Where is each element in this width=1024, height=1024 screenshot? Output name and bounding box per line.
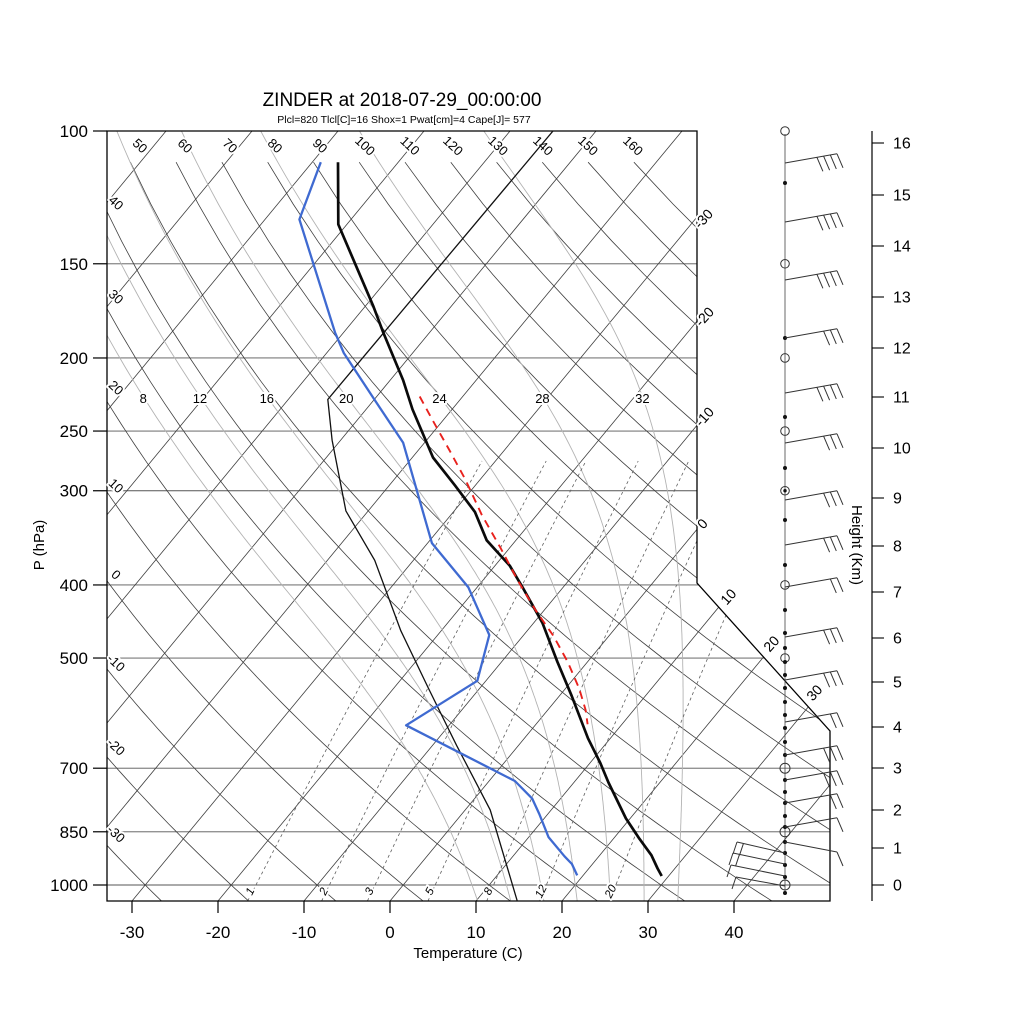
svg-text:5: 5 — [424, 886, 438, 898]
svg-text:24: 24 — [432, 391, 446, 406]
svg-text:16: 16 — [260, 391, 274, 406]
svg-text:10: 10 — [467, 923, 486, 942]
plot-border — [106, 130, 831, 902]
svg-text:0: 0 — [108, 567, 124, 583]
svg-text:130: 130 — [485, 133, 511, 159]
svg-text:20: 20 — [339, 391, 353, 406]
svg-text:150: 150 — [575, 133, 601, 159]
svg-text:70: 70 — [220, 135, 241, 156]
svg-text:9: 9 — [893, 491, 902, 508]
svg-text:2: 2 — [317, 886, 331, 899]
svg-text:13: 13 — [893, 290, 911, 307]
svg-text:30: 30 — [639, 923, 658, 942]
svg-text:8: 8 — [893, 539, 902, 556]
svg-text:10: 10 — [893, 441, 911, 458]
svg-text:500: 500 — [60, 649, 88, 668]
svg-text:150: 150 — [60, 255, 88, 274]
svg-text:30: 30 — [803, 681, 825, 703]
temperature-axis-title: Temperature (C) — [413, 945, 522, 962]
svg-text:-10: -10 — [692, 404, 718, 430]
svg-text:0: 0 — [385, 923, 394, 942]
svg-text:250: 250 — [60, 422, 88, 441]
svg-text:20: 20 — [553, 923, 572, 942]
svg-text:1: 1 — [244, 886, 258, 897]
svg-text:12: 12 — [893, 341, 911, 358]
svg-text:20: 20 — [760, 632, 782, 654]
svg-text:80: 80 — [265, 135, 286, 156]
svg-text:2: 2 — [893, 803, 902, 820]
svg-text:5: 5 — [893, 675, 902, 692]
svg-text:11: 11 — [893, 390, 910, 407]
svg-text:15: 15 — [893, 188, 911, 205]
svg-text:20: 20 — [106, 377, 127, 398]
svg-text:6: 6 — [893, 631, 902, 648]
svg-text:-10: -10 — [292, 923, 317, 942]
svg-text:-20: -20 — [206, 923, 231, 942]
svg-text:10: 10 — [106, 475, 127, 496]
svg-text:14: 14 — [893, 239, 911, 256]
svg-text:-30: -30 — [691, 206, 717, 232]
svg-text:90: 90 — [310, 135, 331, 156]
svg-text:10: 10 — [717, 585, 739, 607]
svg-text:100: 100 — [60, 122, 88, 141]
svg-text:160: 160 — [620, 133, 646, 159]
svg-text:1000: 1000 — [50, 876, 88, 895]
svg-text:300: 300 — [60, 482, 88, 501]
svg-text:850: 850 — [60, 823, 88, 842]
svg-text:-10: -10 — [104, 651, 128, 675]
svg-text:400: 400 — [60, 576, 88, 595]
svg-text:16: 16 — [893, 136, 911, 153]
background-grid — [107, 131, 830, 901]
chart-subtitle: Plcl=820 Tlcl[C]=16 Shox=1 Pwat[cm]=4 Ca… — [277, 114, 531, 126]
sounding-profiles — [298, 131, 663, 901]
svg-text:8: 8 — [482, 886, 496, 898]
svg-text:200: 200 — [60, 349, 88, 368]
svg-text:28: 28 — [535, 391, 549, 406]
height-axis-title: Height (Km) — [848, 505, 865, 585]
svg-text:8: 8 — [140, 391, 147, 406]
svg-text:3: 3 — [893, 761, 902, 778]
svg-text:40: 40 — [725, 923, 744, 942]
svg-text:700: 700 — [60, 759, 88, 778]
pressure-axis-title: P (hPa) — [31, 520, 48, 571]
svg-text:1: 1 — [893, 841, 902, 858]
svg-text:0: 0 — [893, 878, 902, 895]
svg-text:40: 40 — [106, 192, 127, 213]
wind-barb-column — [726, 126, 844, 895]
svg-text:3: 3 — [363, 886, 377, 898]
svg-text:12: 12 — [193, 391, 207, 406]
svg-text:-30: -30 — [120, 923, 145, 942]
svg-text:-20: -20 — [104, 735, 128, 759]
svg-text:120: 120 — [440, 133, 466, 159]
svg-text:4: 4 — [893, 720, 902, 737]
svg-text:-20: -20 — [692, 304, 718, 330]
svg-text:-30: -30 — [104, 822, 128, 846]
svg-text:0: 0 — [694, 515, 711, 532]
svg-text:7: 7 — [893, 585, 902, 602]
svg-text:32: 32 — [635, 391, 649, 406]
chart-title: ZINDER at 2018-07-29_00:00:00 — [263, 90, 542, 111]
